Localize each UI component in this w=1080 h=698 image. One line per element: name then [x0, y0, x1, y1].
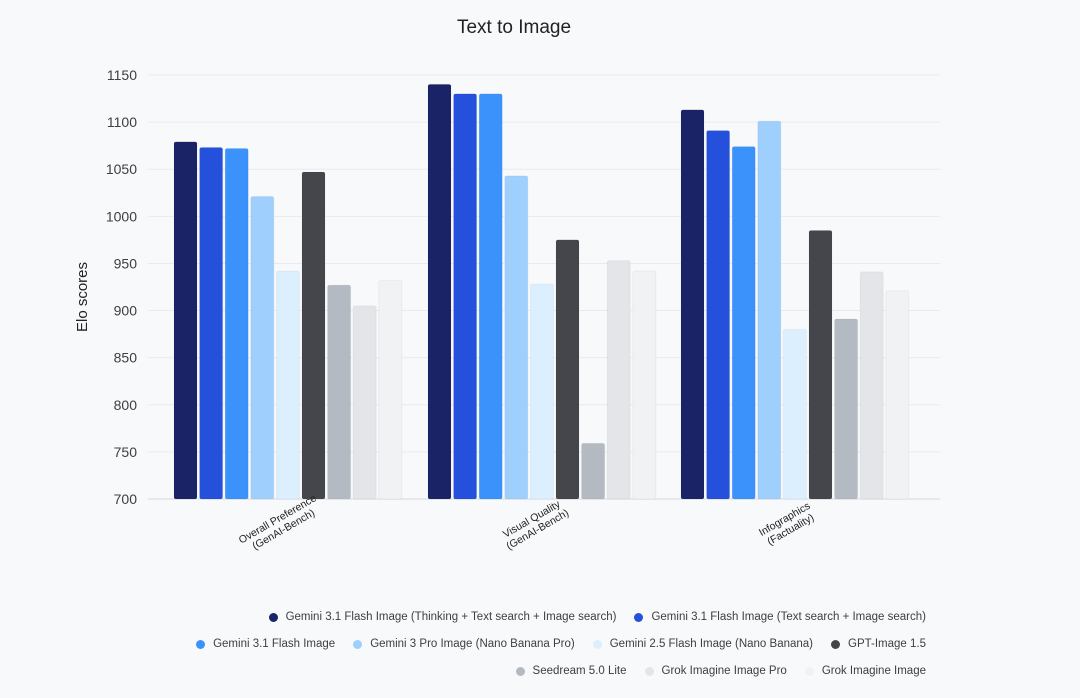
legend-item: Gemini 3 Pro Image (Nano Banana Pro)	[353, 638, 575, 650]
y-tick-label: 1050	[106, 161, 137, 177]
legend-label: Gemini 3 Pro Image (Nano Banana Pro)	[370, 638, 575, 650]
bar	[808, 229, 833, 500]
y-tick-label: 900	[114, 303, 138, 319]
bar	[859, 271, 884, 500]
bar	[378, 279, 403, 500]
bar	[199, 147, 224, 500]
bar	[352, 305, 377, 500]
y-tick-label: 750	[114, 444, 138, 460]
bar	[224, 147, 249, 500]
x-tick-label: Infographics(Factuality)	[757, 500, 819, 549]
y-tick-label: 800	[114, 397, 138, 413]
legend-row: Gemini 3.1 Flash Image (Thinking + Text …	[268, 611, 926, 623]
bar	[427, 83, 452, 500]
legend-item: Gemini 3.1 Flash Image (Thinking + Text …	[268, 611, 617, 623]
legend-swatch-icon	[644, 666, 654, 676]
bar	[581, 442, 606, 500]
bar	[301, 171, 326, 500]
legend-label: Gemini 3.1 Flash Image	[213, 638, 336, 650]
legend-swatch-icon	[268, 612, 278, 622]
legend-swatch-icon	[515, 666, 525, 676]
bar	[529, 283, 554, 500]
bar	[275, 270, 300, 500]
chart-title: Text to Image	[457, 17, 571, 38]
legend-item: Gemini 2.5 Flash Image (Nano Banana)	[592, 638, 814, 650]
legend-item: GPT-Image 1.5	[831, 638, 926, 650]
legend-label: Gemini 3.1 Flash Image (Text search + Im…	[651, 611, 926, 623]
legend-label: Gemini 2.5 Flash Image (Nano Banana)	[609, 638, 814, 650]
legend-swatch-icon	[592, 639, 602, 649]
bar	[327, 284, 352, 500]
bar	[453, 93, 478, 500]
bar	[606, 260, 631, 500]
legend-label: GPT-Image 1.5	[848, 638, 926, 650]
bar	[782, 328, 807, 500]
x-tick-label: Overall Preference(GenAI-Bench)	[237, 492, 325, 557]
bar	[706, 130, 731, 500]
legend-swatch-icon	[353, 639, 363, 649]
bar	[680, 109, 705, 500]
bar	[173, 141, 198, 500]
legend-label: Seedream 5.0 Lite	[532, 665, 627, 677]
legend-item: Gemini 3.1 Flash Image	[196, 638, 335, 650]
bar	[555, 239, 580, 500]
legend-label: Grok Imagine Image Pro	[661, 665, 787, 677]
bar	[731, 146, 756, 500]
legend-swatch-icon	[196, 639, 206, 649]
bar	[834, 318, 859, 500]
bar	[250, 196, 275, 500]
y-axis-label: Elo scores	[74, 262, 91, 332]
bar	[504, 175, 529, 500]
bar	[757, 120, 782, 500]
y-tick-label: 950	[114, 255, 138, 271]
legend-item: Gemini 3.1 Flash Image (Text search + Im…	[634, 611, 926, 623]
legend-swatch-icon	[804, 666, 814, 676]
legend-row: Seedream 5.0 Lite Grok Imagine Image Pro G…	[515, 665, 926, 677]
legend-label: Grok Imagine Image	[821, 665, 926, 677]
legend-item: Grok Imagine Image Pro	[644, 665, 787, 677]
legend-item: Seedream 5.0 Lite	[515, 665, 627, 677]
y-tick-label: 850	[114, 350, 138, 366]
legend-label: Gemini 3.1 Flash Image (Thinking + Text …	[285, 611, 617, 623]
x-tick-label: Visual Quality(GenAI-Bench)	[498, 497, 571, 553]
y-tick-label: 1000	[106, 208, 137, 224]
legend-row: Gemini 3.1 Flash Image Gemini 3 Pro Image…	[196, 638, 926, 650]
bar	[478, 93, 503, 500]
legend-item: Grok Imagine Image	[804, 665, 926, 677]
legend-swatch-icon	[831, 639, 841, 649]
y-tick-label: 1100	[107, 114, 137, 130]
y-tick-label: 1150	[107, 67, 137, 83]
bar	[885, 290, 910, 500]
y-tick-label: 700	[114, 491, 138, 507]
legend-swatch-icon	[634, 612, 644, 622]
bar	[632, 270, 657, 500]
